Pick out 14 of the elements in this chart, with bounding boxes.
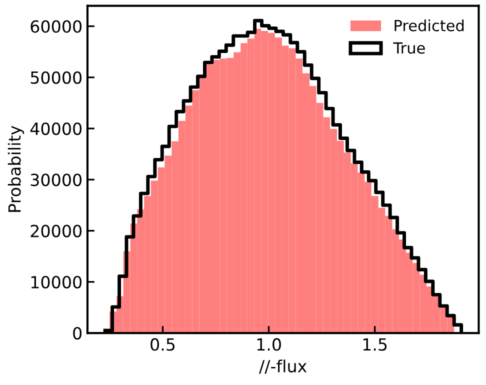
- legend-label: True: [393, 42, 425, 54]
- y-tick-label: 60000: [30, 20, 82, 33]
- y-tick-label: 10000: [31, 276, 82, 288]
- x-tick-label: 1.0: [257, 338, 281, 351]
- y-tick-label: 30000: [30, 174, 82, 186]
- x-tick-label: 0.5: [150, 338, 175, 351]
- y-tick-label: 0: [73, 326, 82, 340]
- y-tick-label: 50000: [30, 71, 82, 84]
- y-tick-label: 20000: [30, 224, 82, 238]
- legend-label: Predicted: [394, 20, 464, 32]
- y-axis-title: Probability: [8, 126, 24, 212]
- y-tick-label: 40000: [30, 122, 82, 136]
- x-tick-label: 1.5: [363, 338, 387, 351]
- x-axis-title: //-flux: [259, 360, 307, 374]
